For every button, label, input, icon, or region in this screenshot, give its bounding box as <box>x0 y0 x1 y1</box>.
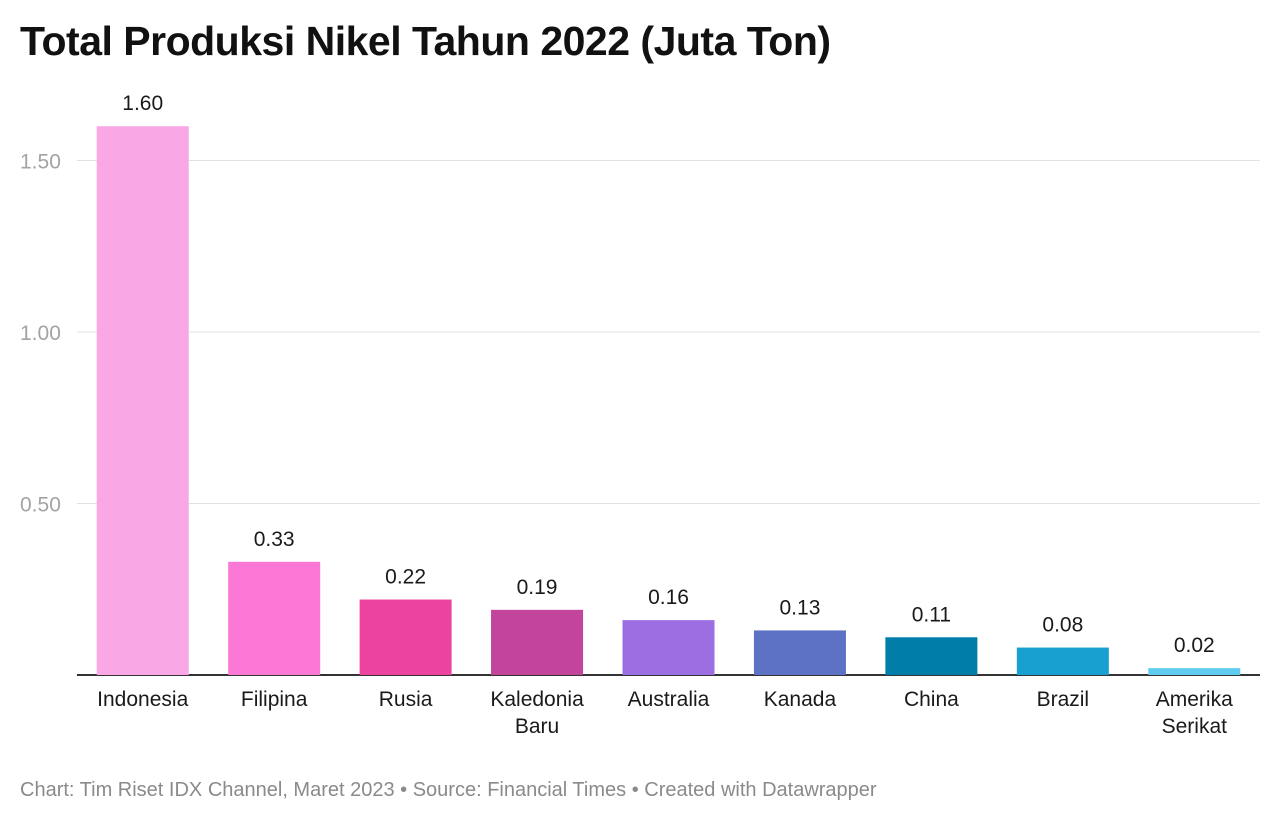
data-label: 0.33 <box>254 528 295 551</box>
x-tick-label: Amerika <box>1156 688 1233 711</box>
x-tick-label: Brazil <box>1037 688 1090 711</box>
x-axis-categories: Indonesia Filipina Rusia Kaledonia Baru Austr… <box>97 688 1233 738</box>
x-tick-label: Filipina <box>241 688 308 711</box>
x-tick-label: Indonesia <box>97 688 188 711</box>
x-tick-label: Serikat <box>1162 715 1228 738</box>
chart-footer: Chart: Tim Riset IDX Channel, Maret 2023… <box>20 779 877 801</box>
data-label: 1.60 <box>122 92 163 115</box>
x-tick-label: China <box>904 688 959 711</box>
bar <box>491 609 584 675</box>
bar <box>96 126 189 675</box>
data-label: 0.22 <box>385 566 426 589</box>
y-tick-label: 0.50 <box>20 494 61 517</box>
data-label: 0.11 <box>912 603 951 626</box>
bar <box>228 561 321 675</box>
x-tick-label: Baru <box>515 715 559 738</box>
value-labels: 1.60 0.33 0.22 0.19 0.16 0.13 0.11 0.08 0.02 <box>122 92 1214 657</box>
bar <box>885 637 978 675</box>
x-tick-label: Rusia <box>379 688 433 711</box>
bar <box>359 599 452 675</box>
bar <box>753 630 846 675</box>
bar <box>1148 668 1241 675</box>
data-label: 0.13 <box>780 596 821 619</box>
chart-title: Total Produksi Nikel Tahun 2022 (Juta To… <box>20 18 831 64</box>
bar <box>1016 647 1109 675</box>
data-label: 0.02 <box>1174 634 1215 657</box>
x-tick-label: Kanada <box>764 688 837 711</box>
x-tick-label: Kaledonia <box>490 688 584 711</box>
y-tick-label: 1.00 <box>20 322 61 345</box>
data-label: 0.19 <box>517 576 558 599</box>
x-tick-label: Australia <box>628 688 710 711</box>
y-axis-ticks: 0.50 1.00 1.50 <box>20 151 61 517</box>
data-label: 0.16 <box>648 586 689 609</box>
bar <box>622 620 715 675</box>
data-label: 0.08 <box>1042 614 1083 637</box>
y-tick-label: 1.50 <box>20 151 61 174</box>
bars <box>96 126 1241 675</box>
